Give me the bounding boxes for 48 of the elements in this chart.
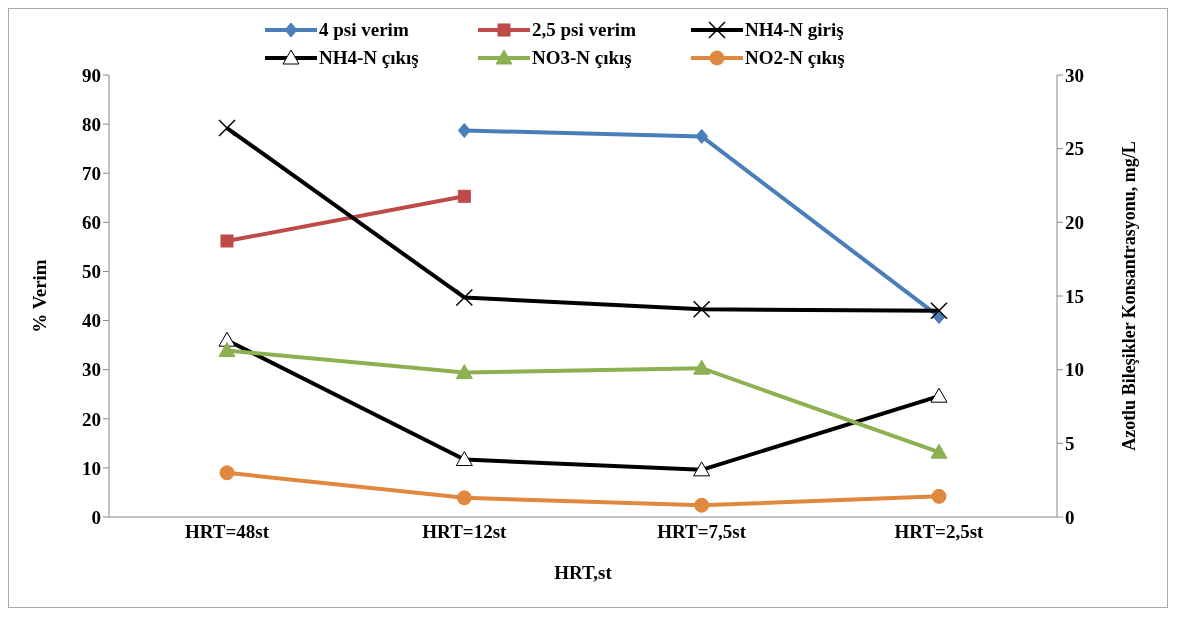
point bbox=[457, 189, 471, 203]
point bbox=[455, 451, 473, 467]
legend-label: 2,5 psi verim bbox=[532, 19, 636, 41]
point bbox=[930, 443, 948, 459]
y-tick-label: 20 bbox=[82, 408, 101, 430]
x-tick-label: HRT=7,5st bbox=[657, 521, 747, 543]
point bbox=[930, 301, 948, 320]
y2-tick-label: 10 bbox=[1065, 359, 1084, 381]
legend-label: NH4-N giriş bbox=[745, 19, 844, 41]
point bbox=[931, 488, 947, 504]
point bbox=[219, 465, 235, 481]
y-axis-title: % Verim bbox=[28, 259, 50, 333]
y2-tick-label: 15 bbox=[1065, 285, 1084, 307]
y2-tick-label: 5 bbox=[1065, 433, 1075, 455]
y-tick-label: 90 bbox=[82, 64, 101, 86]
point bbox=[456, 490, 472, 506]
y-tick-label: 0 bbox=[91, 506, 101, 528]
point bbox=[692, 300, 711, 319]
legend-label: NO3-N çıkış bbox=[532, 47, 632, 69]
point bbox=[693, 359, 711, 375]
y2-tick-label: 20 bbox=[1065, 212, 1084, 234]
x-tick-label: HRT=12st bbox=[422, 521, 508, 543]
point bbox=[455, 364, 473, 380]
legend-label: 4 psi verim bbox=[319, 19, 409, 41]
point bbox=[218, 342, 236, 358]
point bbox=[695, 128, 709, 144]
point bbox=[218, 119, 236, 137]
y-tick-label: 30 bbox=[82, 359, 101, 381]
y-tick-label: 70 bbox=[82, 162, 101, 184]
y2-tick-label: 25 bbox=[1065, 138, 1084, 160]
y2-axis-title: Azotlu Bileşikler Konsantrasyonu, mg/L bbox=[1119, 141, 1140, 451]
x-axis-title: HRT,st bbox=[554, 562, 613, 583]
point bbox=[693, 461, 711, 477]
y-tick-label: 40 bbox=[82, 310, 101, 332]
y-tick-label: 80 bbox=[82, 113, 101, 135]
legend-label: NH4-N çıkış bbox=[319, 47, 419, 69]
x-tick-label: HRT=2,5st bbox=[894, 521, 985, 543]
y-tick-label: 50 bbox=[82, 261, 101, 283]
point bbox=[694, 497, 710, 513]
x-tick-label: HRT=48st bbox=[184, 521, 270, 543]
point bbox=[220, 234, 234, 248]
y2-tick-label: 0 bbox=[1065, 506, 1075, 528]
y2-tick-label: 30 bbox=[1065, 64, 1084, 86]
point bbox=[457, 123, 471, 138]
legend-label: NO2-N çıkış bbox=[745, 47, 845, 69]
y-tick-label: 10 bbox=[82, 457, 101, 479]
point bbox=[930, 387, 948, 403]
y-tick-label: 60 bbox=[82, 212, 101, 234]
